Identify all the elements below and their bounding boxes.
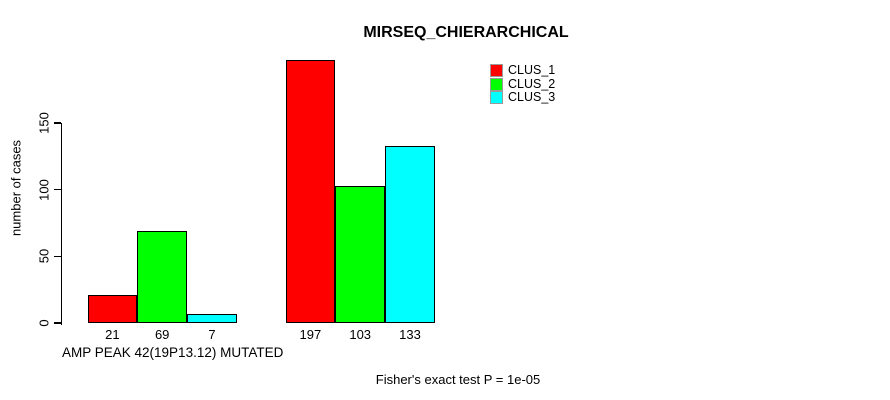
legend-label-clus_2: CLUS_2 (508, 76, 556, 91)
legend-entry: CLUS_3 (490, 90, 556, 105)
legend-label-clus_1: CLUS_1 (508, 63, 556, 77)
y-tick-label: 100 (36, 178, 52, 201)
bar-clus_1-group1 (87, 295, 138, 323)
legend: CLUS_1 CLUS_2 CLUS_3 (490, 63, 556, 105)
bar-value-label: 21 (105, 327, 120, 342)
bar-value-label: 133 (399, 327, 421, 342)
bar-clus_2-group1 (137, 231, 188, 323)
legend-swatch-clus_3 (490, 91, 503, 105)
x-axis-label: AMP PEAK 42(19P13.12) MUTATED (62, 345, 284, 360)
legend-entry: CLUS_1 (490, 63, 556, 78)
bar-clus_2-group2 (335, 185, 386, 323)
legend-label-clus_3: CLUS_3 (508, 90, 556, 104)
y-tick (53, 322, 61, 324)
y-tick (53, 122, 61, 124)
bar-value-label: 103 (349, 327, 372, 342)
bar-clus_3-group2 (385, 145, 435, 323)
y-tick (53, 188, 61, 191)
y-tick-label: 0 (36, 319, 52, 327)
y-tick (53, 255, 61, 258)
bar-clus_1-group2 (285, 60, 336, 323)
y-axis-title: number of cases (8, 139, 24, 237)
y-tick-label: 150 (36, 112, 52, 134)
bar-value-label: 69 (154, 327, 170, 342)
legend-swatch-clus_1 (490, 64, 503, 78)
chart-title: MIRSEQ_CHIERARCHICAL (363, 24, 569, 41)
footnote: Fisher's exact test P = 1e-05 (375, 372, 541, 387)
bar-clus_3-group1 (187, 313, 237, 323)
y-tick-label: 50 (36, 249, 52, 264)
legend-swatch-clus_2 (490, 77, 503, 91)
y-axis-line (60, 123, 62, 325)
bar-value-label: 7 (208, 327, 216, 342)
legend-entry: CLUS_2 (490, 76, 556, 92)
bar-value-label: 197 (299, 327, 322, 342)
